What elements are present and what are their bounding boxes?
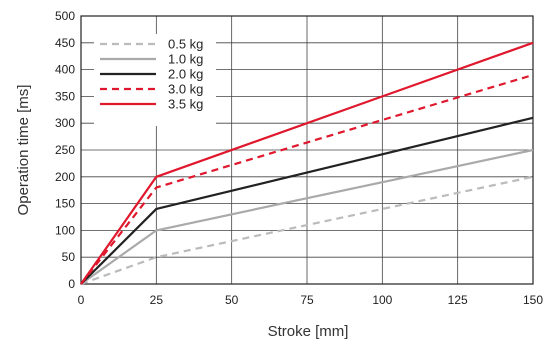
series-line	[80, 175, 534, 286]
y-axis-title: Operation time [ms]	[15, 85, 32, 216]
x-tick-label: 100	[372, 293, 392, 307]
legend-label: 3.5 kg	[168, 97, 203, 112]
x-tick-label: 150	[523, 293, 543, 307]
series-line	[80, 41, 534, 285]
legend-background	[94, 34, 216, 126]
y-tick-label: 500	[55, 9, 75, 23]
series-line	[80, 73, 534, 285]
y-tick-label: 50	[62, 250, 76, 264]
y-tick-label: 350	[55, 89, 75, 103]
x-tick-label: 125	[448, 293, 468, 307]
y-tick-label: 200	[55, 170, 75, 184]
y-tick-label: 450	[55, 36, 75, 50]
y-tick-label: 100	[55, 223, 75, 237]
y-tick-label: 400	[55, 63, 75, 77]
legend-label: 0.5 kg	[168, 37, 203, 52]
x-tick-label: 75	[300, 293, 314, 307]
x-axis-title: Stroke [mm]	[268, 323, 349, 340]
legend-label: 3.0 kg	[168, 82, 203, 97]
y-tick-label: 250	[55, 143, 75, 157]
x-tick-label: 0	[78, 293, 85, 307]
y-tick-label: 150	[55, 197, 75, 211]
y-tick-label: 0	[68, 277, 75, 291]
legend-label: 1.0 kg	[168, 52, 203, 67]
legend-label: 2.0 kg	[168, 67, 203, 82]
x-tick-label: 50	[225, 293, 239, 307]
series-line	[80, 116, 534, 285]
series-line	[80, 148, 534, 285]
x-tick-label: 25	[150, 293, 164, 307]
y-tick-label: 300	[55, 116, 75, 130]
